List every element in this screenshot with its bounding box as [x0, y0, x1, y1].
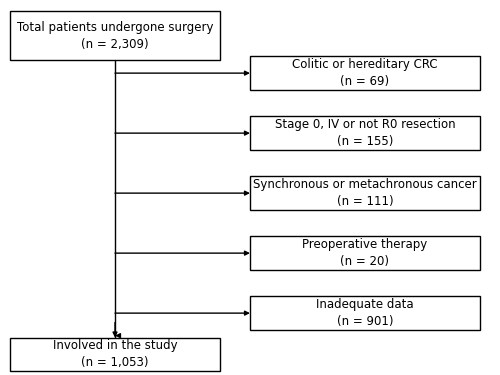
Text: Total patients undergone surgery
(n = 2,309): Total patients undergone surgery (n = 2,…	[16, 21, 213, 51]
FancyBboxPatch shape	[250, 176, 480, 210]
Text: Involved in the study
(n = 1,053): Involved in the study (n = 1,053)	[52, 339, 178, 369]
Text: Colitic or hereditary CRC
(n = 69): Colitic or hereditary CRC (n = 69)	[292, 58, 438, 88]
Text: Synchronous or metachronous cancer
(n = 111): Synchronous or metachronous cancer (n = …	[253, 178, 477, 208]
FancyBboxPatch shape	[250, 296, 480, 330]
Text: Stage 0, IV or not R0 resection
(n = 155): Stage 0, IV or not R0 resection (n = 155…	[274, 118, 456, 148]
FancyBboxPatch shape	[250, 236, 480, 270]
Text: Inadequate data
(n = 901): Inadequate data (n = 901)	[316, 298, 414, 328]
FancyBboxPatch shape	[250, 116, 480, 150]
FancyBboxPatch shape	[250, 56, 480, 90]
FancyBboxPatch shape	[10, 11, 220, 60]
Text: Preoperative therapy
(n = 20): Preoperative therapy (n = 20)	[302, 238, 428, 268]
FancyBboxPatch shape	[10, 338, 220, 371]
